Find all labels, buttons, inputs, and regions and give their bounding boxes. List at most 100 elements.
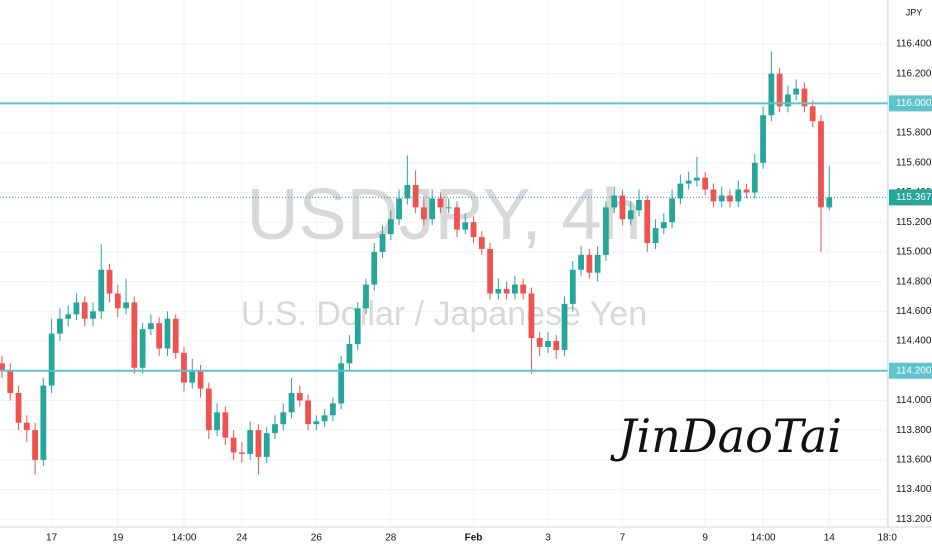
candle-body: [164, 318, 171, 349]
candle-body: [429, 198, 436, 220]
y-tick-label: 114.400: [896, 336, 932, 347]
candle-body: [818, 121, 824, 208]
candle-body: [735, 189, 742, 202]
candle-body: [330, 403, 336, 416]
candle-body: [669, 198, 675, 223]
x-tick-label: 9: [702, 533, 708, 544]
y-tick-label: 113.200: [896, 514, 932, 525]
candle-body: [131, 302, 138, 368]
candle-body: [313, 421, 320, 425]
candle-body: [421, 207, 427, 220]
y-tick-label: 113.600: [896, 455, 932, 466]
candle-body: [512, 284, 518, 294]
candle-body: [148, 323, 154, 330]
candle-body: [718, 195, 725, 202]
candle-body: [280, 412, 287, 425]
candle-body: [702, 177, 709, 190]
candle-body: [90, 311, 96, 319]
candle-body: [40, 385, 47, 460]
candle-body: [230, 437, 237, 453]
candle-body: [56, 318, 63, 334]
candle-body: [23, 422, 30, 431]
y-tick-label: 115.200: [896, 217, 932, 228]
candle-body: [470, 222, 477, 238]
candle-body: [379, 234, 386, 252]
candle-body: [594, 254, 601, 273]
watermark-subtitle: U.S. Dollar / Japanese Yen: [241, 295, 647, 333]
candle-body: [801, 88, 808, 107]
candle-body: [743, 189, 750, 193]
candle-body: [288, 393, 295, 413]
candle-body: [81, 302, 88, 319]
axes: 113.200 113.400 113.600 113.800 114.000 114.2…: [46, 39, 932, 544]
candle-body: [776, 73, 783, 107]
x-tick-label: 17: [46, 533, 58, 544]
candle-body: [578, 254, 584, 270]
candle-body: [205, 388, 212, 431]
level-label-box: [889, 362, 932, 379]
x-tick-label: 19: [112, 533, 124, 544]
candle-body: [652, 228, 659, 244]
y-tick-label: 114.800: [896, 276, 932, 287]
candle-body: [462, 222, 469, 230]
x-tick-label: 28: [385, 533, 397, 544]
candle-body: [363, 284, 369, 309]
last-price-label: 115.367: [896, 192, 932, 203]
candle-body: [139, 329, 146, 368]
candle-body: [346, 344, 353, 364]
candle-body: [7, 370, 14, 394]
candle-body: [685, 180, 692, 184]
candle-body: [48, 333, 55, 386]
y-tick-label: 116.200: [896, 68, 932, 79]
candle-body: [611, 195, 618, 208]
candle-body: [354, 308, 361, 345]
signature: JinDaoTai: [610, 409, 842, 463]
candle-body: [172, 318, 179, 353]
candle-body: [255, 430, 262, 457]
candle-body: [404, 185, 411, 199]
candle-body: [437, 198, 444, 208]
price-axis: [888, 0, 932, 550]
watermark-title: USDJPY, 4h: [247, 175, 642, 255]
candle-body: [536, 338, 543, 347]
candle-body: [545, 341, 551, 347]
last-price-box: [889, 189, 932, 206]
candle-body: [553, 341, 560, 350]
candle-body: [338, 363, 345, 404]
candle-body: [619, 195, 626, 220]
y-tick-label: 116.400: [896, 39, 932, 50]
candle-body: [644, 199, 651, 244]
level-label: 114.200: [896, 365, 932, 376]
candle-body: [751, 162, 758, 193]
candle-body: [222, 412, 229, 438]
candle-body: [197, 370, 204, 389]
currency-label: JPY: [906, 7, 923, 17]
candle-body: [710, 189, 717, 202]
y-tick-label: 115.600: [896, 157, 932, 168]
candle-body: [396, 198, 402, 220]
candle-body: [214, 412, 220, 431]
candle-body: [785, 94, 791, 107]
candle-body: [793, 88, 800, 95]
x-tick-label: 3: [545, 533, 551, 544]
candle-body: [660, 222, 667, 229]
x-tick-label: 14:00: [751, 533, 776, 544]
y-tick-label: 113.400: [896, 484, 932, 495]
candle-body: [272, 424, 278, 434]
candle-body: [520, 284, 527, 294]
candle-body: [636, 199, 642, 211]
y-tick-label: 114.000: [896, 395, 932, 406]
candle-body: [239, 452, 245, 454]
candle-body: [826, 197, 833, 208]
candle-body: [809, 106, 816, 122]
x-tick-label: 26: [311, 533, 323, 544]
candle-body: [98, 269, 105, 312]
candle-body: [454, 207, 460, 230]
candle-body: [412, 185, 419, 208]
candle-body: [114, 293, 121, 309]
x-tick-label: 7: [620, 533, 626, 544]
candle-body: [627, 210, 634, 220]
y-tick-label: 115.000: [896, 247, 932, 258]
